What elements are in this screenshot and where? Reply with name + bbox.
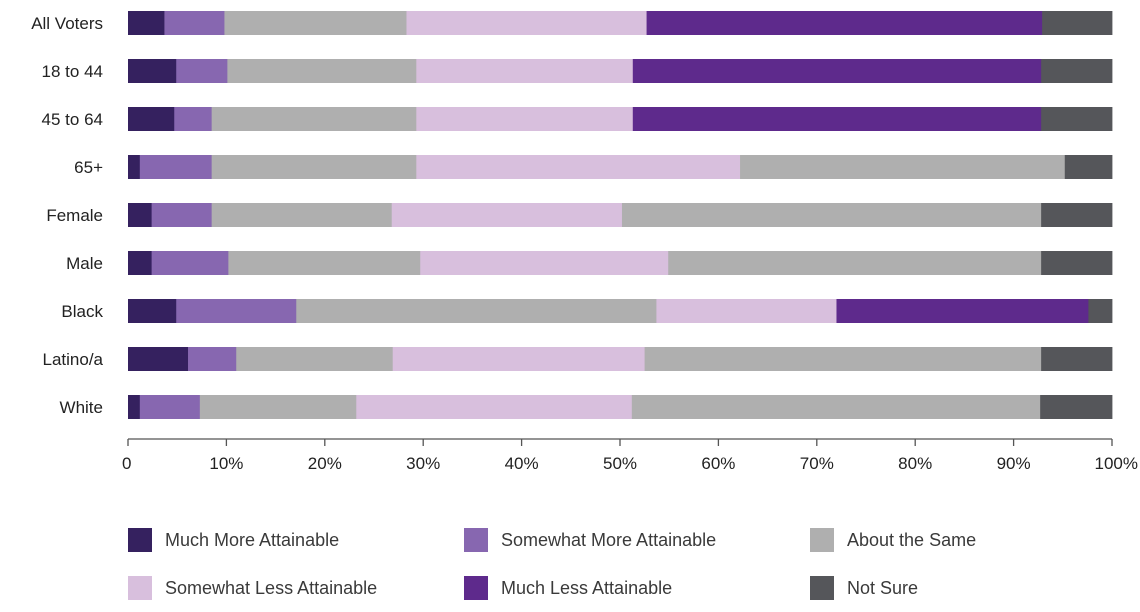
- category-label: Black: [61, 302, 103, 321]
- category-label: Female: [46, 206, 103, 225]
- bar-segment: [1042, 11, 1113, 35]
- bar-segment: [128, 59, 177, 83]
- bar-segment: [128, 155, 141, 179]
- bar-segment: [188, 347, 237, 371]
- bar-segment: [128, 251, 153, 275]
- bar-segment: [128, 11, 165, 35]
- bar-segment: [1041, 59, 1113, 83]
- legend-label: Much More Attainable: [165, 530, 339, 550]
- x-tick-label: 70%: [800, 454, 834, 473]
- bar-segment: [1041, 107, 1113, 131]
- bar-segment: [296, 299, 657, 323]
- bar-segment: [1040, 395, 1113, 419]
- x-tick-label: 60%: [701, 454, 735, 473]
- legend-label: Much Less Attainable: [501, 578, 672, 598]
- category-label: All Voters: [31, 14, 103, 33]
- x-tick-label: 80%: [898, 454, 932, 473]
- bar-segment: [632, 59, 1042, 83]
- bar-segment: [236, 347, 394, 371]
- x-tick-label: 10%: [209, 454, 243, 473]
- bar-segment: [356, 395, 633, 419]
- bar-segment: [1088, 299, 1113, 323]
- category-label: 18 to 44: [42, 62, 103, 81]
- x-tick-label: 50%: [603, 454, 637, 473]
- legend-label: About the Same: [847, 530, 976, 550]
- bar-segment: [740, 155, 1066, 179]
- x-tick-label: 0: [122, 454, 131, 473]
- legend-label: Not Sure: [847, 578, 918, 598]
- bar-segment: [128, 203, 153, 227]
- x-axis: 0 10% 20% 30% 40% 50% 60% 70% 80% 90% 100%: [122, 438, 1138, 473]
- bar-segment: [164, 11, 225, 35]
- bar-segment: [224, 11, 407, 35]
- bar-segment: [139, 395, 201, 419]
- bar-segment: [1041, 347, 1113, 371]
- bar-segment: [1041, 251, 1113, 275]
- legend-swatch: [128, 576, 152, 600]
- bar-segment: [656, 299, 837, 323]
- bar-segment: [420, 251, 669, 275]
- bar-segment: [646, 11, 1043, 35]
- bar-segment: [631, 395, 1041, 419]
- legend-swatch: [128, 528, 152, 552]
- bar-segment: [227, 59, 417, 83]
- bar-segment: [416, 59, 634, 83]
- bar-segment: [176, 59, 228, 83]
- bar-segment: [228, 251, 421, 275]
- bar-segment: [1064, 155, 1113, 179]
- legend-swatch: [810, 528, 834, 552]
- bar-segment: [128, 299, 177, 323]
- legend-swatch: [464, 576, 488, 600]
- bar-segment: [211, 107, 417, 131]
- bar-segment: [621, 203, 1042, 227]
- bar-segment: [668, 251, 1042, 275]
- bar-segment: [199, 395, 357, 419]
- category-labels: All Voters 18 to 44 45 to 64 65+ Female Male B…: [31, 14, 103, 417]
- bars-group: [128, 11, 1113, 419]
- bar-segment: [644, 347, 1042, 371]
- bar-segment: [151, 251, 229, 275]
- bar-segment: [139, 155, 213, 179]
- bar-segment: [836, 299, 1089, 323]
- legend: Much More Attainable Somewhat More Attain…: [128, 528, 976, 600]
- bar-segment: [174, 107, 213, 131]
- x-tick-label: 40%: [505, 454, 539, 473]
- legend-label: Somewhat Less Attainable: [165, 578, 377, 598]
- x-tick-label: 30%: [406, 454, 440, 473]
- bar-segment: [1041, 203, 1113, 227]
- legend-swatch: [464, 528, 488, 552]
- bar-segment: [128, 347, 189, 371]
- category-label: White: [60, 398, 103, 417]
- bar-segment: [406, 11, 647, 35]
- bar-segment: [176, 299, 297, 323]
- x-tick-label: 100%: [1095, 454, 1138, 473]
- bar-segment: [211, 155, 417, 179]
- bar-segment: [151, 203, 213, 227]
- bar-segment: [416, 155, 741, 179]
- x-tick-label: 90%: [997, 454, 1031, 473]
- bar-segment: [211, 203, 393, 227]
- category-label: 45 to 64: [42, 110, 103, 129]
- x-tick-label: 20%: [308, 454, 342, 473]
- category-label: Latino/a: [43, 350, 104, 369]
- category-label: 65+: [74, 158, 103, 177]
- legend-label: Somewhat More Attainable: [501, 530, 716, 550]
- legend-swatch: [810, 576, 834, 600]
- bar-segment: [392, 347, 645, 371]
- category-label: Male: [66, 254, 103, 273]
- bar-segment: [632, 107, 1042, 131]
- bar-segment: [128, 395, 141, 419]
- bar-segment: [416, 107, 634, 131]
- bar-segment: [128, 107, 175, 131]
- bar-segment: [391, 203, 623, 227]
